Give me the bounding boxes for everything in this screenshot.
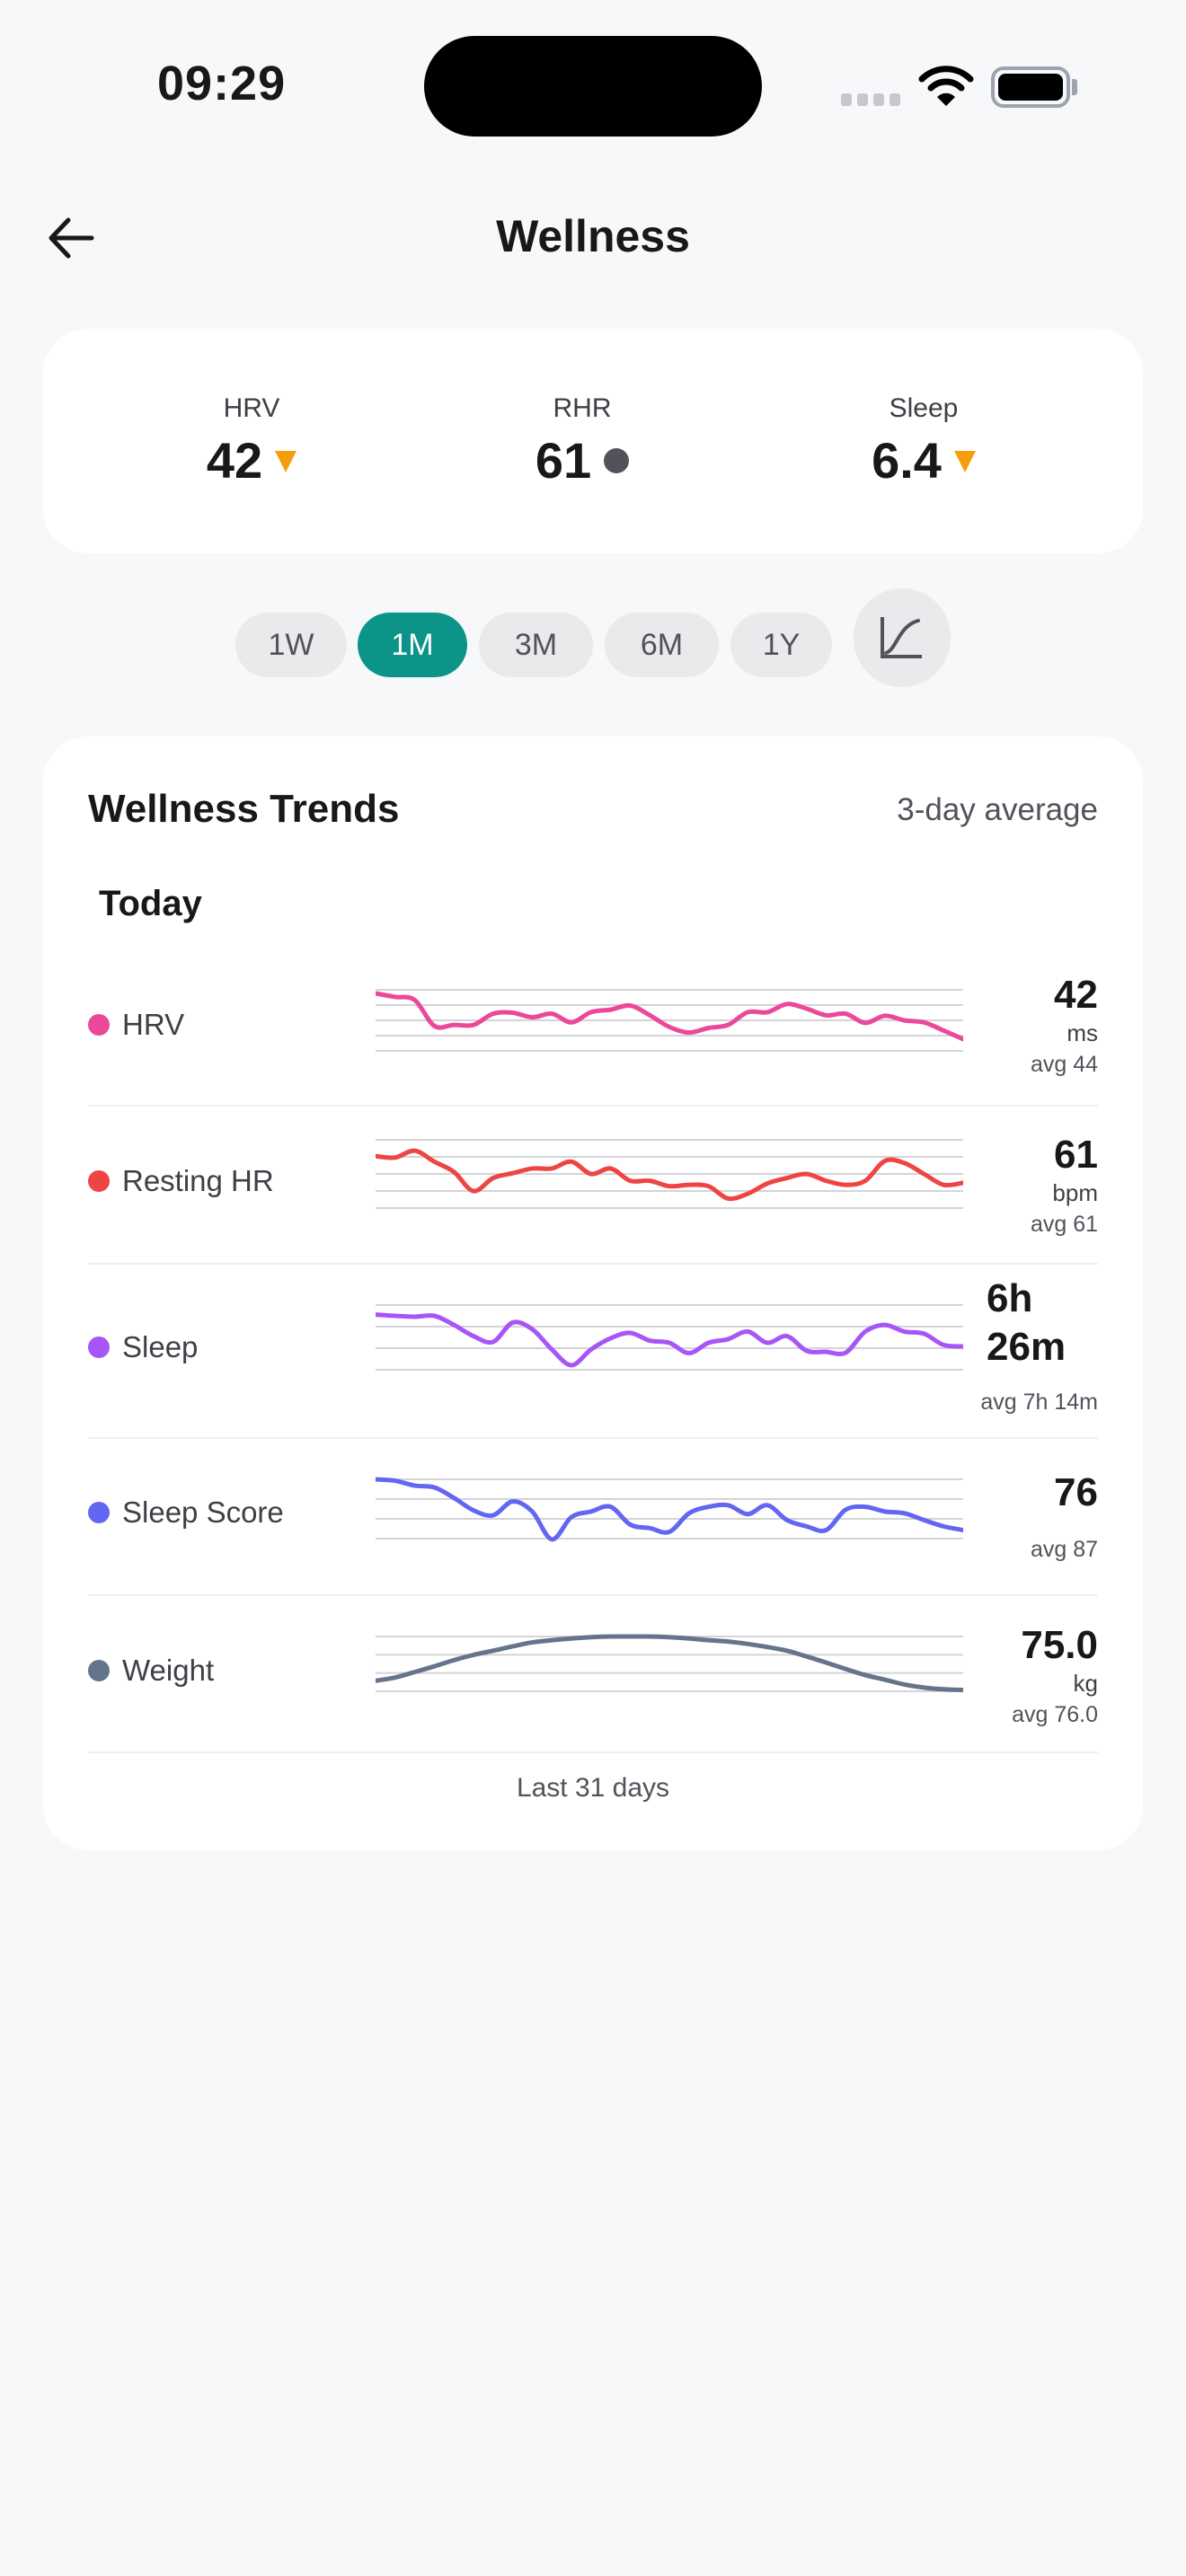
row-divider: [88, 1105, 1098, 1107]
page-title: Wellness: [496, 211, 690, 261]
row-divider: [88, 1437, 1098, 1439]
summary-label: HRV: [223, 393, 280, 423]
sparkline-hrv: [376, 989, 963, 1052]
sparkline-weight: [376, 1634, 963, 1693]
value-unit: kg: [1073, 1670, 1098, 1697]
series-dot-icon: [88, 1502, 110, 1523]
cellular-signal-icon: [841, 93, 900, 106]
series-line-hrv: [376, 991, 963, 1042]
trend-label: Resting HR: [88, 1164, 274, 1198]
series-dot-icon: [88, 1014, 110, 1036]
trend-label: HRV: [88, 1008, 184, 1042]
summary-rhr: RHR 61: [447, 393, 717, 490]
trend-label: Sleep: [88, 1330, 198, 1364]
series-line-sleep: [376, 1312, 963, 1368]
card-title: Wellness Trends: [88, 787, 400, 831]
average-value: avg 7h 14m: [980, 1389, 1098, 1415]
wifi-icon: [918, 66, 974, 106]
average-value: avg 44: [1030, 1052, 1098, 1077]
wellness-trends-card: Wellness Trends 3-day average Today HRV 4…: [43, 737, 1143, 1850]
current-value: 42: [1054, 973, 1098, 1017]
summary-value: 6.4: [872, 432, 942, 489]
section-heading: Today: [99, 884, 202, 923]
row-divider: [88, 1594, 1098, 1596]
battery-icon: [991, 66, 1070, 108]
current-value: 6h: [987, 1276, 1033, 1320]
status-time: 09:29: [157, 57, 287, 110]
series-name: Weight: [122, 1654, 215, 1687]
average-value: avg 87: [1030, 1537, 1098, 1562]
current-value: 76: [1054, 1470, 1098, 1514]
sparkline-resting-hr: [376, 1139, 963, 1209]
average-mode-label: 3-day average: [897, 792, 1098, 827]
chart-mode-button[interactable]: [854, 588, 951, 687]
summary-value: 61: [535, 432, 592, 489]
range-footer: Last 31 days: [516, 1773, 670, 1803]
period-1m-button[interactable]: 1M: [358, 613, 467, 677]
back-arrow-icon[interactable]: [47, 216, 97, 260]
series-line-weight: [376, 1634, 963, 1693]
summary-label: Sleep: [889, 393, 959, 423]
current-value: 75.0: [1021, 1623, 1098, 1667]
summary-sleep: Sleep 6.4: [789, 393, 1058, 490]
trend-label: Sleep Score: [88, 1495, 284, 1530]
down-triangle-icon: [953, 450, 976, 472]
series-name: Sleep Score: [122, 1495, 284, 1529]
period-1y-button[interactable]: 1Y: [730, 613, 832, 677]
dynamic-island: [424, 36, 762, 137]
neutral-dot-icon: [604, 447, 630, 473]
row-divider: [88, 1263, 1098, 1265]
series-dot-icon: [88, 1660, 110, 1681]
row-divider: [88, 1751, 1098, 1753]
series-name: HRV: [122, 1008, 185, 1041]
sparkline-sleep-score: [376, 1477, 963, 1542]
series-name: Sleep: [122, 1330, 199, 1363]
current-value: 61: [1054, 1133, 1098, 1177]
current-value-minutes: 26m: [987, 1325, 1067, 1369]
period-3m-button[interactable]: 3M: [479, 613, 593, 677]
series-line-resting-hr: [376, 1148, 963, 1202]
value-unit: ms: [1067, 1019, 1098, 1046]
curve-chart-icon: [881, 617, 922, 658]
trend-label: Weight: [88, 1654, 214, 1688]
down-triangle-icon: [275, 450, 297, 472]
value-unit: bpm: [1052, 1179, 1098, 1206]
summary-hrv: HRV 42: [117, 393, 386, 490]
period-1w-button[interactable]: 1W: [235, 613, 347, 677]
series-name: Resting HR: [122, 1164, 274, 1197]
series-dot-icon: [88, 1170, 110, 1192]
sparkline-sleep: [376, 1304, 963, 1371]
average-value: avg 76.0: [1012, 1702, 1098, 1727]
summary-label: RHR: [553, 393, 612, 423]
battery-cap: [1072, 79, 1077, 95]
series-dot-icon: [88, 1337, 110, 1358]
period-6m-button[interactable]: 6M: [605, 613, 719, 677]
summary-card: HRV 42 RHR 61 Sleep 6.4: [43, 329, 1143, 553]
average-value: avg 61: [1030, 1212, 1098, 1237]
summary-value: 42: [206, 432, 263, 489]
series-line-sleep-score: [376, 1477, 963, 1542]
